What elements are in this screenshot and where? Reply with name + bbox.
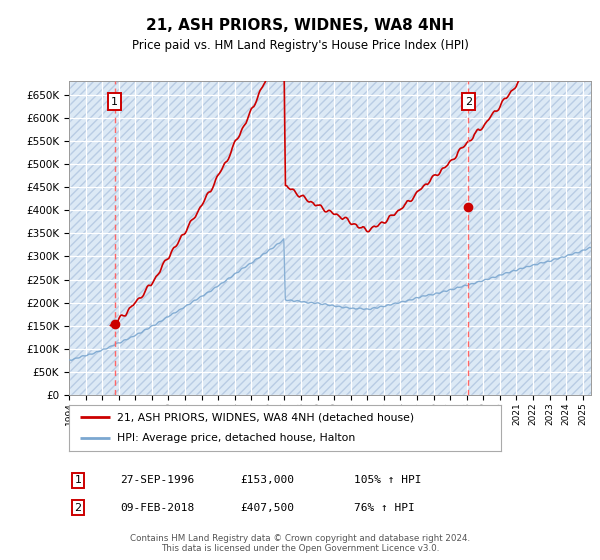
Text: 105% ↑ HPI: 105% ↑ HPI — [354, 475, 421, 486]
Text: Price paid vs. HM Land Registry's House Price Index (HPI): Price paid vs. HM Land Registry's House … — [131, 39, 469, 52]
Text: 09-FEB-2018: 09-FEB-2018 — [120, 503, 194, 513]
Text: 2: 2 — [74, 503, 82, 513]
Text: 21, ASH PRIORS, WIDNES, WA8 4NH: 21, ASH PRIORS, WIDNES, WA8 4NH — [146, 18, 454, 33]
Text: 76% ↑ HPI: 76% ↑ HPI — [354, 503, 415, 513]
Text: 1: 1 — [111, 96, 118, 106]
Text: 1: 1 — [74, 475, 82, 486]
Text: 2: 2 — [465, 96, 472, 106]
Text: £153,000: £153,000 — [240, 475, 294, 486]
Text: 21, ASH PRIORS, WIDNES, WA8 4NH (detached house): 21, ASH PRIORS, WIDNES, WA8 4NH (detache… — [116, 412, 413, 422]
Text: 27-SEP-1996: 27-SEP-1996 — [120, 475, 194, 486]
Text: £407,500: £407,500 — [240, 503, 294, 513]
Text: Contains HM Land Registry data © Crown copyright and database right 2024.
This d: Contains HM Land Registry data © Crown c… — [130, 534, 470, 553]
Text: HPI: Average price, detached house, Halton: HPI: Average price, detached house, Halt… — [116, 433, 355, 444]
